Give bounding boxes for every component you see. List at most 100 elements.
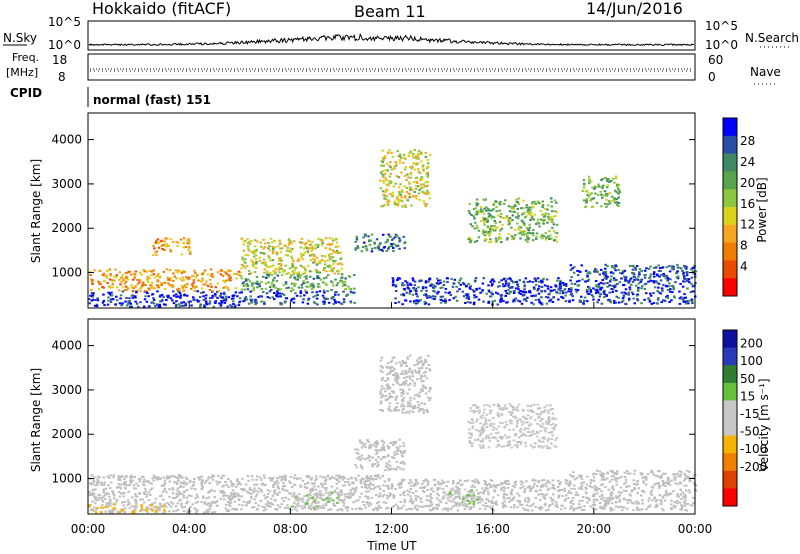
- data-cell: [100, 484, 103, 486]
- data-cell: [145, 277, 149, 280]
- data-cell: [483, 408, 486, 411]
- data-cell: [386, 152, 390, 155]
- data-cell: [427, 390, 431, 393]
- data-cell: [114, 268, 117, 271]
- data-cell: [91, 500, 94, 503]
- data-cell: [544, 232, 547, 234]
- data-cell: [386, 497, 389, 500]
- data-cell: [272, 279, 275, 282]
- data-cell: [411, 502, 415, 505]
- data-cell: [305, 291, 308, 294]
- data-cell: [307, 498, 310, 501]
- data-cell: [367, 476, 370, 479]
- data-cell: [490, 502, 494, 505]
- data-cell: [543, 289, 547, 292]
- data-cell: [175, 277, 178, 280]
- data-cell: [232, 303, 235, 305]
- data-cell: [590, 294, 594, 297]
- data-cell: [152, 297, 155, 300]
- data-cell: [384, 390, 387, 393]
- data-cell: [354, 240, 357, 243]
- data-cell: [387, 408, 390, 410]
- data-cell: [488, 412, 492, 415]
- data-cell: [404, 280, 407, 283]
- data-cell: [429, 296, 432, 299]
- data-cell: [568, 287, 571, 290]
- data-cell: [388, 402, 392, 405]
- data-cell: [546, 439, 550, 442]
- data-cell: [475, 410, 478, 413]
- data-cell: [479, 498, 483, 501]
- data-cell: [669, 278, 672, 281]
- data-cell: [622, 295, 626, 298]
- data-cell: [414, 494, 418, 497]
- data-cell: [117, 478, 120, 481]
- data-cell: [295, 294, 299, 297]
- data-cell: [413, 195, 416, 198]
- data-cell: [531, 509, 534, 512]
- data-cell: [355, 451, 359, 454]
- data-cell: [89, 278, 93, 281]
- data-cell: [506, 217, 510, 220]
- data-cell: [112, 474, 115, 477]
- data-cell: [263, 302, 266, 305]
- data-cell: [303, 251, 306, 254]
- data-cell: [492, 202, 496, 205]
- data-cell: [624, 288, 628, 291]
- data-cell: [426, 396, 430, 399]
- data-cell: [297, 271, 301, 274]
- data-cell: [425, 495, 429, 497]
- data-cell: [548, 504, 552, 506]
- data-cell: [284, 282, 288, 285]
- data-cell: [112, 492, 115, 495]
- data-cell: [387, 183, 390, 186]
- data-cell: [471, 425, 475, 428]
- data-cell: [612, 199, 615, 202]
- data-cell: [504, 199, 507, 202]
- data-cell: [610, 266, 614, 269]
- data-cell: [247, 278, 250, 281]
- data-cell: [290, 287, 293, 290]
- data-cell: [527, 496, 530, 499]
- data-cell: [127, 501, 130, 504]
- data-cell: [326, 290, 329, 293]
- data-cell: [525, 504, 529, 507]
- data-cell: [401, 403, 404, 406]
- data-cell: [622, 299, 625, 302]
- data-cell: [102, 489, 106, 492]
- data-cell: [666, 277, 670, 280]
- data-cell: [221, 296, 224, 299]
- data-cell: [549, 234, 552, 237]
- data-cell: [144, 490, 148, 493]
- data-cell: [613, 201, 617, 204]
- data-cell: [297, 258, 301, 261]
- data-cell: [580, 295, 583, 298]
- data-cell: [400, 190, 404, 193]
- data-cell: [505, 482, 508, 485]
- data-cell: [395, 395, 398, 398]
- data-cell: [331, 491, 334, 494]
- data-cell: [543, 207, 547, 210]
- data-cell: [532, 205, 535, 208]
- data-cell: [644, 274, 647, 276]
- data-cell: [316, 303, 319, 306]
- data-cell: [98, 281, 101, 283]
- data-cell: [310, 502, 313, 505]
- data-cell: [275, 492, 279, 495]
- data-cell: [489, 484, 492, 487]
- data-cell: [276, 485, 280, 488]
- data-cell: [428, 369, 432, 372]
- data-cell: [144, 270, 147, 273]
- data-cell: [431, 507, 435, 509]
- data-cell: [249, 295, 252, 298]
- data-cell: [521, 503, 524, 506]
- data-cell: [103, 274, 107, 277]
- data-cell: [487, 207, 490, 210]
- data-cell: [622, 294, 626, 297]
- data-cell: [389, 172, 393, 175]
- data-cell: [569, 268, 573, 271]
- data-cell: [159, 294, 162, 297]
- data-cell: [396, 244, 400, 247]
- data-cell: [565, 285, 568, 287]
- data-cell: [519, 430, 522, 433]
